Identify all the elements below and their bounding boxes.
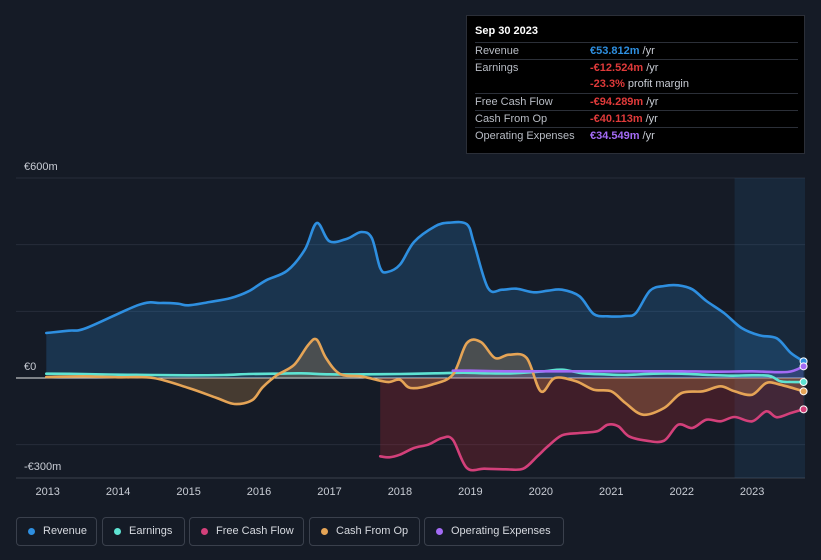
tooltip-row-opex: Operating Expenses €34.549m/yr bbox=[475, 127, 798, 145]
y-axis-label: €600m bbox=[24, 161, 58, 173]
legend-dot-icon bbox=[321, 528, 328, 535]
financial-history-chart: 2013 2014 2015 2016 2017 2018 2019 2020 2021 2022… bbox=[16, 161, 808, 498]
revenue-area bbox=[46, 222, 804, 378]
x-tick-label: 2017 bbox=[317, 486, 341, 498]
tooltip-value: €53.812m/yr bbox=[590, 45, 655, 57]
tooltip-label: Cash From Op bbox=[475, 113, 548, 125]
tooltip-value: €34.549m/yr bbox=[590, 130, 655, 142]
tooltip-row-revenue: Revenue €53.812m/yr bbox=[475, 42, 798, 60]
earnings-area bbox=[46, 369, 804, 383]
x-tick-label: 2019 bbox=[458, 486, 482, 498]
legend-dot-icon bbox=[114, 528, 121, 535]
series-areas bbox=[46, 222, 804, 471]
legend-item-cash-from-op[interactable]: Cash From Op bbox=[309, 517, 420, 546]
legend-item-operating-expenses[interactable]: Operating Expenses bbox=[424, 517, 564, 546]
legend-item-earnings[interactable]: Earnings bbox=[102, 517, 185, 546]
legend-item-free-cash-flow[interactable]: Free Cash Flow bbox=[189, 517, 304, 546]
free-cash-flow-line bbox=[378, 408, 805, 472]
legend-label: Revenue bbox=[43, 525, 88, 537]
earnings-line bbox=[45, 368, 805, 384]
forecast-shade bbox=[734, 178, 805, 478]
operating-expenses-end-marker bbox=[799, 362, 808, 371]
tooltip-value: -€12.524m/yr bbox=[590, 62, 659, 74]
tooltip-value: -23.3% profit margin bbox=[590, 78, 689, 90]
legend-label: Free Cash Flow bbox=[216, 525, 294, 537]
legend-label: Cash From Op bbox=[336, 525, 409, 537]
tooltip-row-margin: -23.3% profit margin bbox=[475, 76, 798, 93]
x-tick-label: 2020 bbox=[529, 486, 553, 498]
legend-dot-icon bbox=[436, 528, 443, 535]
x-tick-label: 2014 bbox=[106, 486, 130, 498]
x-tick-label: 2016 bbox=[247, 486, 271, 498]
tooltip-row-earnings: Earnings -€12.524m/yr bbox=[475, 59, 798, 77]
tooltip-row-fcf: Free Cash Flow -€94.289m/yr bbox=[475, 93, 798, 111]
series-lines bbox=[45, 220, 805, 472]
x-tick-label: 2022 bbox=[669, 486, 693, 498]
forecast-region bbox=[734, 178, 805, 478]
legend-item-revenue[interactable]: Revenue bbox=[16, 517, 97, 546]
operating-expenses-line bbox=[451, 365, 805, 374]
cash-from-op-line bbox=[45, 337, 805, 417]
tooltip-value: -€94.289m/yr bbox=[590, 96, 659, 108]
x-tick-label: 2015 bbox=[176, 486, 200, 498]
x-tick-label: 2021 bbox=[599, 486, 623, 498]
y-axis-labels: €600m €0 -€300m bbox=[24, 161, 61, 473]
cash-from-op-end-marker bbox=[799, 387, 808, 396]
data-tooltip: Sep 30 2023 Revenue €53.812m/yr Earnings… bbox=[466, 15, 805, 154]
y-axis-label: €0 bbox=[24, 361, 36, 373]
y-axis-label: -€300m bbox=[24, 461, 61, 473]
revenue-line bbox=[45, 220, 805, 363]
legend-label: Earnings bbox=[129, 525, 173, 537]
free-cash-flow-area bbox=[380, 378, 804, 471]
legend-label: Operating Expenses bbox=[451, 525, 551, 537]
tooltip-date: Sep 30 2023 bbox=[475, 25, 538, 37]
tooltip-row-cfo: Cash From Op -€40.113m/yr bbox=[475, 110, 798, 128]
tooltip-label: Operating Expenses bbox=[475, 130, 575, 142]
x-tick-label: 2023 bbox=[740, 486, 764, 498]
x-axis-ticks: 2013 2014 2015 2016 2017 2018 2019 2020 2021 2022… bbox=[35, 486, 764, 498]
cash-from-op-area bbox=[46, 338, 804, 415]
tooltip-label: Free Cash Flow bbox=[475, 96, 553, 108]
earnings-end-marker bbox=[799, 378, 808, 386]
free-cash-flow-end-marker bbox=[799, 405, 808, 414]
x-tick-label: 2018 bbox=[388, 486, 412, 498]
tooltip-label: Revenue bbox=[475, 45, 520, 57]
legend-dot-icon bbox=[201, 528, 208, 535]
series-end-markers bbox=[799, 357, 808, 414]
legend-dot-icon bbox=[28, 528, 35, 535]
tooltip-label: Earnings bbox=[475, 62, 519, 74]
x-tick-label: 2013 bbox=[35, 486, 59, 498]
tooltip-value: -€40.113m/yr bbox=[590, 113, 658, 125]
